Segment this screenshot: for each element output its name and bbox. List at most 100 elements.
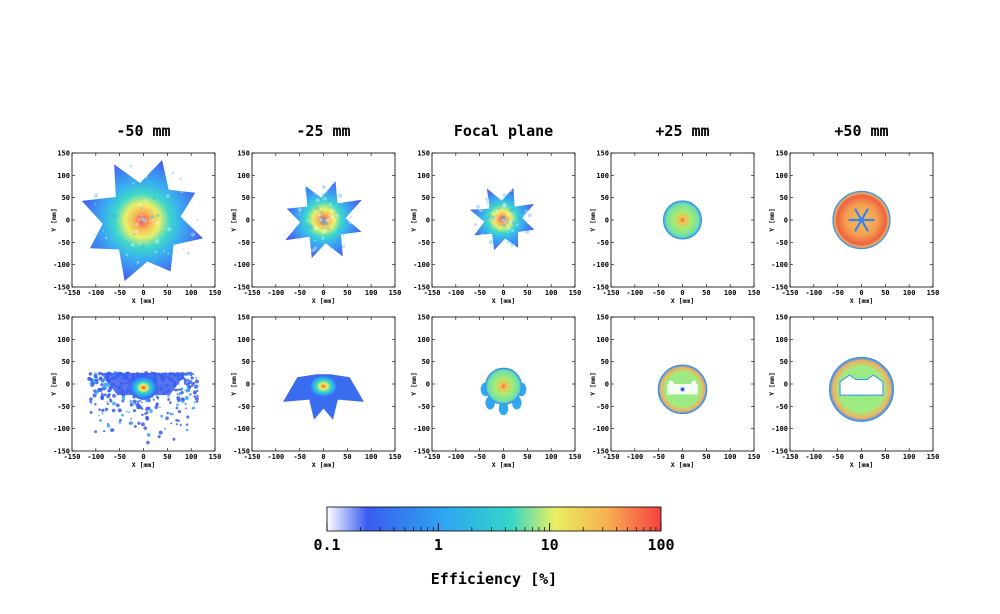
y-tick-label: 100 — [417, 336, 430, 344]
y-tick-label: 0 — [66, 217, 70, 225]
colorbar-gradient — [326, 506, 662, 532]
y-tick-label: 100 — [775, 172, 788, 180]
x-tick-label: 100 — [903, 453, 916, 461]
y-axis-label: Y [mm] — [410, 208, 418, 231]
x-axis-label: X [mm] — [312, 297, 335, 305]
x-tick-label: -150 — [244, 453, 261, 461]
x-tick-label: -100 — [447, 289, 464, 297]
x-tick-label: 150 — [569, 453, 582, 461]
x-axis-label: X [mm] — [671, 461, 694, 469]
x-tick-label: 0 — [501, 289, 505, 297]
y-tick-label: 50 — [62, 358, 70, 366]
x-tick-label: -100 — [626, 453, 643, 461]
x-axis-label: X [mm] — [850, 297, 873, 305]
y-axis-label: Y [mm] — [50, 372, 58, 395]
colorbar-tick-label: 100 — [647, 536, 674, 554]
x-tick-label: -100 — [87, 289, 104, 297]
y-tick-label: -150 — [413, 448, 430, 456]
column-title: +50 mm — [834, 122, 888, 140]
y-tick-label: 50 — [422, 358, 430, 366]
efficiency-map — [662, 200, 703, 240]
x-tick-label: 100 — [724, 453, 737, 461]
efficiency-map — [469, 187, 535, 251]
y-tick-label: 50 — [780, 194, 788, 202]
colorbar: 0.1 1 10 100 Efficiency [%] — [313, 506, 675, 588]
x-tick-label: 100 — [185, 453, 198, 461]
y-tick-label: 150 — [237, 314, 250, 322]
x-tick-label: -50 — [293, 289, 306, 297]
x-tick-label: -150 — [64, 453, 81, 461]
y-tick-label: -150 — [53, 448, 70, 456]
panel: -150 -100 -50 0 50 100 150 150 100 50 0 -50 -100 -150… — [50, 150, 221, 306]
x-axis-label: X [mm] — [132, 297, 155, 305]
x-tick-label: -100 — [87, 453, 104, 461]
y-axis-label: Y [mm] — [589, 372, 597, 395]
efficiency-map — [283, 374, 364, 420]
x-tick-label: -100 — [267, 289, 284, 297]
y-tick-label: 100 — [775, 336, 788, 344]
x-tick-label: 50 — [163, 453, 171, 461]
x-tick-label: 0 — [141, 289, 145, 297]
y-tick-label: 150 — [237, 150, 250, 158]
y-tick-label: 150 — [775, 150, 788, 158]
x-tick-label: -150 — [424, 289, 441, 297]
panel: -150 -100 -50 0 50 100 150 150 100 50 0 -50 -100 -150… — [589, 314, 760, 470]
x-tick-label: 50 — [881, 289, 889, 297]
y-tick-label: 100 — [57, 336, 70, 344]
y-tick-label: -100 — [233, 261, 250, 269]
x-tick-label: 100 — [724, 289, 737, 297]
x-tick-label: -50 — [831, 289, 844, 297]
x-tick-label: 100 — [545, 289, 558, 297]
x-tick-label: -150 — [244, 289, 261, 297]
y-tick-label: -100 — [771, 425, 788, 433]
x-tick-label: 0 — [680, 289, 684, 297]
y-tick-label: -50 — [596, 403, 609, 411]
y-tick-label: 50 — [422, 194, 430, 202]
x-tick-label: -100 — [626, 289, 643, 297]
panel: -150 -100 -50 0 50 100 150 150 100 50 0 -50 -100 -150… — [410, 314, 581, 470]
y-tick-label: 50 — [242, 194, 250, 202]
y-tick-label: 150 — [596, 150, 609, 158]
efficiency-map — [81, 160, 203, 282]
x-tick-label: -100 — [447, 453, 464, 461]
x-tick-label: -150 — [64, 289, 81, 297]
x-tick-label: 100 — [903, 289, 916, 297]
y-tick-label: 100 — [596, 172, 609, 180]
y-axis-label: Y [mm] — [589, 208, 597, 231]
y-tick-label: 150 — [57, 150, 70, 158]
x-tick-label: 0 — [501, 453, 505, 461]
y-tick-label: -150 — [771, 448, 788, 456]
y-tick-label: -50 — [417, 403, 430, 411]
colorbar-tick-label: 0.1 — [313, 536, 340, 554]
x-tick-label: -50 — [652, 453, 665, 461]
y-tick-label: 100 — [417, 172, 430, 180]
column-title: +25 mm — [655, 122, 709, 140]
x-tick-label: 150 — [389, 453, 402, 461]
y-tick-label: -150 — [53, 284, 70, 292]
x-axis-label: X [mm] — [850, 461, 873, 469]
panel: -150 -100 -50 0 50 100 150 150 100 50 0 -50 -100 -150… — [230, 314, 401, 470]
y-axis-label: Y [mm] — [50, 208, 58, 231]
efficiency-map — [285, 181, 362, 258]
y-tick-label: -100 — [413, 425, 430, 433]
panel: -150 -100 -50 0 50 100 150 150 100 50 0 -50 -100 -150… — [589, 150, 760, 306]
y-tick-label: -100 — [233, 425, 250, 433]
x-tick-label: -100 — [805, 289, 822, 297]
y-tick-label: -50 — [775, 403, 788, 411]
y-tick-label: 0 — [426, 381, 430, 389]
x-tick-label: -50 — [113, 289, 126, 297]
y-tick-label: -50 — [237, 239, 250, 247]
x-tick-label: 0 — [680, 453, 684, 461]
y-tick-label: 0 — [605, 217, 609, 225]
x-tick-label: 50 — [343, 289, 351, 297]
y-tick-label: -50 — [57, 239, 70, 247]
x-tick-label: -100 — [267, 453, 284, 461]
y-axis-label: Y [mm] — [230, 208, 238, 231]
efficiency-map — [480, 367, 527, 416]
panel: -150 -100 -50 0 50 100 150 150 100 50 0 -50 -100 -150… — [50, 314, 221, 470]
column-title: Focal plane — [454, 122, 553, 140]
x-tick-label: -150 — [603, 289, 620, 297]
y-tick-label: -150 — [413, 284, 430, 292]
y-tick-label: 0 — [784, 217, 788, 225]
x-tick-label: 0 — [141, 453, 145, 461]
